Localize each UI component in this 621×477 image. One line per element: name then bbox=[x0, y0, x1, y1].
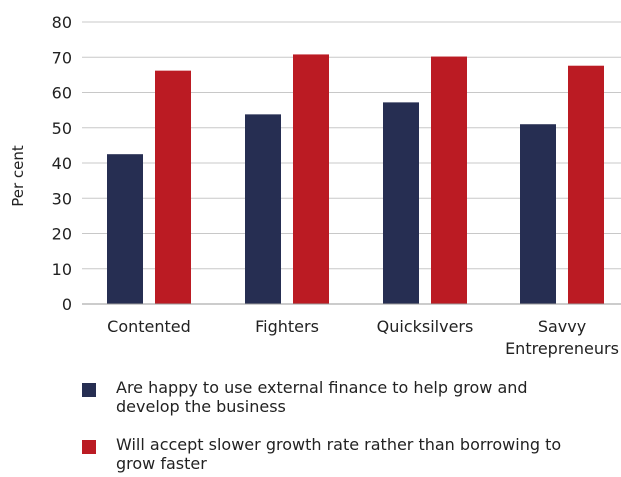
y-tick-label-20: 20 bbox=[52, 225, 72, 244]
bar-series-2-3 bbox=[568, 65, 604, 305]
legend-label-series-2: Will accept slower growth rate rather th… bbox=[116, 435, 562, 473]
bar-chart: 0 10 20 30 40 50 60 70 80 Per cent Contented Figh… bbox=[9, 13, 621, 358]
bar-series-1-3 bbox=[520, 124, 556, 304]
y-tick-label-10: 10 bbox=[52, 260, 72, 279]
y-tick-label-30: 30 bbox=[52, 189, 72, 208]
y-axis-label: Per cent bbox=[9, 145, 27, 207]
y-tick-label-0: 0 bbox=[62, 295, 72, 314]
bar-series-1-2 bbox=[383, 102, 419, 305]
legend-swatch-series-1 bbox=[82, 383, 96, 397]
bar-series-1-1 bbox=[245, 114, 281, 304]
category-label-3: Savvy Entrepreneurs bbox=[505, 317, 619, 358]
y-tick-label-80: 80 bbox=[52, 13, 72, 32]
legend-swatch-series-2 bbox=[82, 440, 96, 454]
category-label-1: Fighters bbox=[255, 317, 319, 336]
bar-series-2-0 bbox=[155, 70, 191, 305]
category-labels: Contented Fighters Quicksilvers Savvy Entrep… bbox=[107, 317, 619, 358]
bar-series-2-2 bbox=[431, 56, 467, 304]
y-tick-label-50: 50 bbox=[52, 119, 72, 138]
bars bbox=[107, 54, 604, 305]
bar-series-2-1 bbox=[293, 54, 329, 305]
y-tick-label-60: 60 bbox=[52, 84, 72, 103]
y-tick-labels: 0 10 20 30 40 50 60 70 80 bbox=[52, 13, 72, 314]
y-tick-label-70: 70 bbox=[52, 48, 72, 67]
bar-series-1-0 bbox=[107, 154, 143, 304]
y-tick-label-40: 40 bbox=[52, 154, 72, 173]
category-label-0: Contented bbox=[107, 317, 191, 336]
legend-label-series-1: Are happy to use external finance to hel… bbox=[116, 378, 528, 416]
category-label-2: Quicksilvers bbox=[377, 317, 474, 336]
